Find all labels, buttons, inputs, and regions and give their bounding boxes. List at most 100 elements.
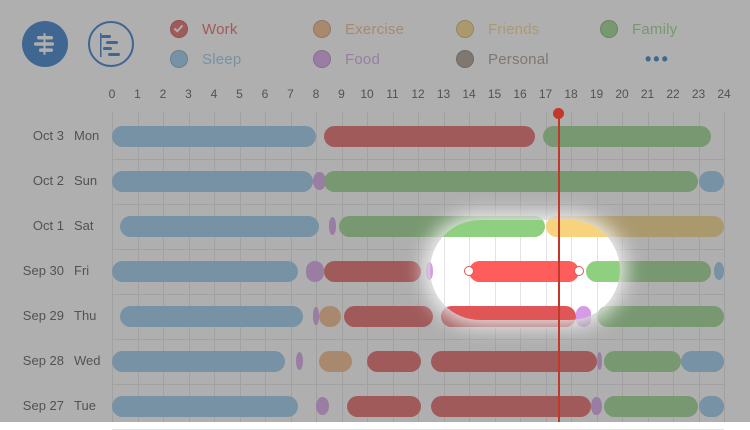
checkmark-icon [170, 20, 188, 38]
hour-label: 12 [411, 87, 425, 101]
timeline-grid[interactable] [112, 112, 725, 430]
activity-bar-food[interactable] [295, 352, 304, 370]
row-day-label: Fri [74, 263, 90, 278]
legend-item-personal[interactable]: Personal [456, 48, 549, 70]
list-menu-icon [34, 33, 54, 55]
hour-label: 9 [338, 87, 345, 101]
legend-item-work[interactable]: Work [170, 18, 238, 40]
hour-label: 2 [159, 87, 167, 101]
legend-item-exercise[interactable]: Exercise [313, 18, 404, 40]
hour-label: 5 [236, 87, 243, 101]
activity-bar-food[interactable] [596, 352, 602, 370]
activity-bar-family[interactable] [430, 220, 546, 237]
hour-label: 14 [462, 87, 476, 101]
grid-line [112, 159, 724, 160]
activity-bar-exercise[interactable] [318, 305, 342, 327]
legend-label: Friends [488, 20, 540, 38]
grid-line [112, 384, 724, 385]
current-time-line [558, 114, 560, 422]
row-day-label: Mon [74, 128, 100, 143]
row-day-label: Thu [74, 308, 97, 323]
activity-bar-family[interactable] [542, 125, 712, 147]
activity-bar-sleep[interactable] [119, 305, 304, 327]
row-date-label: Sep 28 [22, 353, 64, 368]
grid-line [724, 112, 725, 422]
grid-line [112, 249, 724, 250]
selected-activity-bar[interactable] [469, 260, 579, 282]
category-dot-icon [313, 50, 331, 68]
activity-bar-work[interactable] [346, 395, 421, 417]
spotlight-highlight [430, 220, 620, 320]
activity-bar-sleep[interactable] [112, 170, 314, 192]
activity-bar-sleep[interactable] [112, 350, 286, 372]
activity-bar-work[interactable] [367, 350, 421, 372]
grid-line [112, 204, 724, 205]
hour-label: 10 [360, 87, 374, 101]
hour-label: 17 [538, 87, 553, 101]
activity-bar-work[interactable] [344, 305, 434, 327]
activity-bar-sleep[interactable] [698, 395, 724, 417]
category-dot-icon [170, 50, 188, 68]
resize-handle-right[interactable] [573, 266, 584, 276]
hour-label: 1 [134, 87, 141, 101]
activity-bar-family[interactable] [586, 260, 620, 282]
more-icon: ••• [645, 48, 670, 69]
legend-item-family[interactable]: Family [600, 18, 677, 40]
hour-label: 8 [312, 87, 320, 101]
row-day-label: Wed [74, 353, 101, 368]
legend-item-sleep[interactable]: Sleep [170, 48, 241, 70]
activity-bar-work[interactable] [323, 260, 421, 282]
activity-bar-work[interactable] [430, 395, 592, 417]
resize-handle-left[interactable] [464, 266, 474, 276]
activity-bar-sleep[interactable] [112, 125, 316, 147]
activity-bar-sleep[interactable] [112, 395, 299, 417]
activity-bar-food[interactable] [313, 307, 319, 325]
legend-label: Exercise [345, 20, 405, 38]
activity-bar-food[interactable] [576, 305, 592, 320]
activity-bar-work[interactable] [323, 125, 536, 147]
row-date-label: Oct 2 [32, 173, 64, 188]
activity-bar-family[interactable] [596, 305, 620, 320]
activity-bar-food[interactable] [305, 260, 324, 282]
activity-bar-food[interactable] [316, 397, 329, 415]
activity-bar-work[interactable] [430, 350, 597, 372]
row-date-label: Oct 3 [32, 128, 64, 143]
activity-bar-sleep[interactable] [698, 170, 724, 192]
activity-bar-friends[interactable] [545, 220, 620, 237]
activity-bar-work[interactable] [430, 305, 434, 320]
activity-bar-work[interactable] [440, 305, 577, 320]
hour-label: 15 [487, 87, 502, 101]
row-date-label: Sep 29 [22, 308, 64, 323]
activity-bar-exercise[interactable] [318, 350, 352, 372]
activity-bar-food[interactable] [591, 397, 602, 415]
timeline-view-button[interactable] [88, 21, 134, 67]
category-dot-icon [456, 20, 474, 38]
legend-item-food[interactable]: Food [313, 48, 380, 70]
hour-label: 3 [185, 87, 192, 101]
activity-bar-food[interactable] [328, 217, 337, 235]
hour-label: 11 [386, 87, 399, 101]
legend-more-button[interactable]: ••• [645, 48, 670, 70]
activity-bar-food[interactable] [430, 262, 434, 280]
activity-bar-family[interactable] [604, 395, 699, 417]
legend-label: Sleep [202, 50, 242, 68]
hour-label: 6 [261, 87, 269, 101]
category-dot-icon [456, 50, 474, 68]
hour-label: 20 [615, 87, 629, 101]
row-day-label: Sun [74, 173, 98, 188]
legend-label: Food [345, 50, 380, 68]
activity-bar-sleep[interactable] [713, 262, 724, 280]
activity-bar-sleep[interactable] [119, 215, 319, 237]
hour-label: 4 [210, 87, 218, 101]
hour-label: 24 [717, 87, 731, 101]
hour-label: 13 [436, 87, 451, 101]
hour-label: 16 [513, 87, 527, 101]
legend-item-friends[interactable]: Friends [456, 18, 539, 40]
activity-bar-family[interactable] [323, 170, 699, 192]
legend-label: Family [632, 20, 678, 38]
activity-bar-sleep[interactable] [680, 350, 724, 372]
list-view-button[interactable] [22, 21, 68, 67]
activity-bar-family[interactable] [604, 350, 681, 372]
activity-bar-sleep[interactable] [112, 260, 299, 282]
